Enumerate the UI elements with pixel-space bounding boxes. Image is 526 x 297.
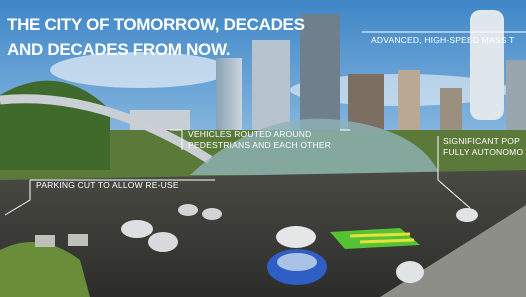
annotation-text: PARKING CUT TO ALLOW RE-USE	[36, 180, 179, 190]
annotation-text: SIGNIFICANT POP	[443, 136, 520, 146]
page: {"title": {"lines": ["THE CITY OF TOMORR…	[0, 0, 526, 297]
annotation-text: PEDESTRIANS AND EACH OTHER	[188, 140, 331, 150]
city-scene: THE CITY OF TOMORROW, DECADES AND DECADE…	[0, 0, 526, 297]
annotation-text: ADVANCED, HIGH-SPEED MASS T	[371, 35, 514, 45]
headline-line: THE CITY OF TOMORROW, DECADES	[7, 15, 305, 34]
headline-line: AND DECADES FROM NOW.	[7, 40, 230, 59]
annotation-text: FULLY AUTONOMO	[443, 147, 523, 157]
annotation-text: VEHICLES ROUTED AROUND	[188, 129, 311, 139]
